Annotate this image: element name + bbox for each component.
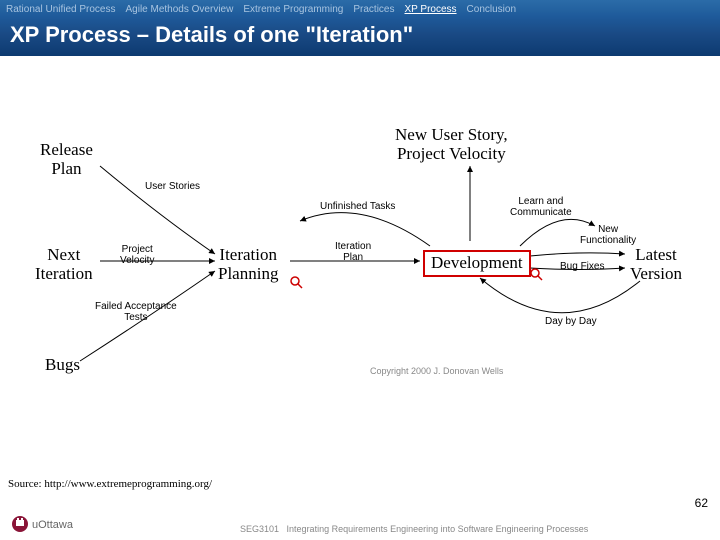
tab-rup[interactable]: Rational Unified Process xyxy=(6,4,116,15)
label-failed-tests: Failed Acceptance Tests xyxy=(95,301,177,323)
course-code: SEG3101 xyxy=(240,524,279,534)
label-learn-comm: Learn and Communicate xyxy=(510,196,572,218)
magnifier-icon xyxy=(290,276,304,290)
footer-course: SEG3101 Integrating Requirements Enginee… xyxy=(240,524,588,534)
node-new-story: New User Story, Project Velocity xyxy=(395,126,508,163)
tab-xp[interactable]: Extreme Programming xyxy=(243,4,343,15)
node-iteration-planning: Iteration Planning xyxy=(218,246,278,283)
node-development: Development xyxy=(423,250,531,277)
tab-xp-process[interactable]: XP Process xyxy=(404,4,456,15)
svg-text:uOttawa: uOttawa xyxy=(32,519,74,531)
breadcrumb-tabs: Rational Unified Process Agile Methods O… xyxy=(0,0,720,18)
magnifier-icon xyxy=(530,268,544,282)
label-iteration-plan: Iteration Plan xyxy=(335,241,371,263)
tab-practices[interactable]: Practices xyxy=(353,4,394,15)
slide-header: Rational Unified Process Agile Methods O… xyxy=(0,0,720,56)
label-bug-fixes: Bug Fixes xyxy=(560,261,604,272)
page-number: 62 xyxy=(695,496,708,510)
slide-title: XP Process – Details of one "Iteration" xyxy=(0,18,720,48)
node-latest-version: Latest Version xyxy=(630,246,682,283)
label-project-velocity: Project Velocity xyxy=(120,244,154,266)
tab-conclusion[interactable]: Conclusion xyxy=(467,4,516,15)
tab-agile[interactable]: Agile Methods Overview xyxy=(126,4,234,15)
node-bugs: Bugs xyxy=(45,356,80,375)
source-text: Source: http://www.extremeprogramming.or… xyxy=(8,478,212,490)
label-day-by-day: Day by Day xyxy=(545,316,597,327)
label-unfinished: Unfinished Tasks xyxy=(320,201,395,212)
node-next-iteration: Next Iteration xyxy=(35,246,93,283)
university-logo: uOttawa xyxy=(10,514,90,534)
xp-iteration-diagram: Release Plan Next Iteration Bugs Iterati… xyxy=(0,56,720,456)
diagram-copyright: Copyright 2000 J. Donovan Wells xyxy=(370,366,503,376)
node-release-plan: Release Plan xyxy=(40,141,93,178)
label-new-func: New Functionality xyxy=(580,224,636,246)
course-desc: Integrating Requirements Engineering int… xyxy=(287,524,589,534)
label-user-stories: User Stories xyxy=(145,181,200,192)
